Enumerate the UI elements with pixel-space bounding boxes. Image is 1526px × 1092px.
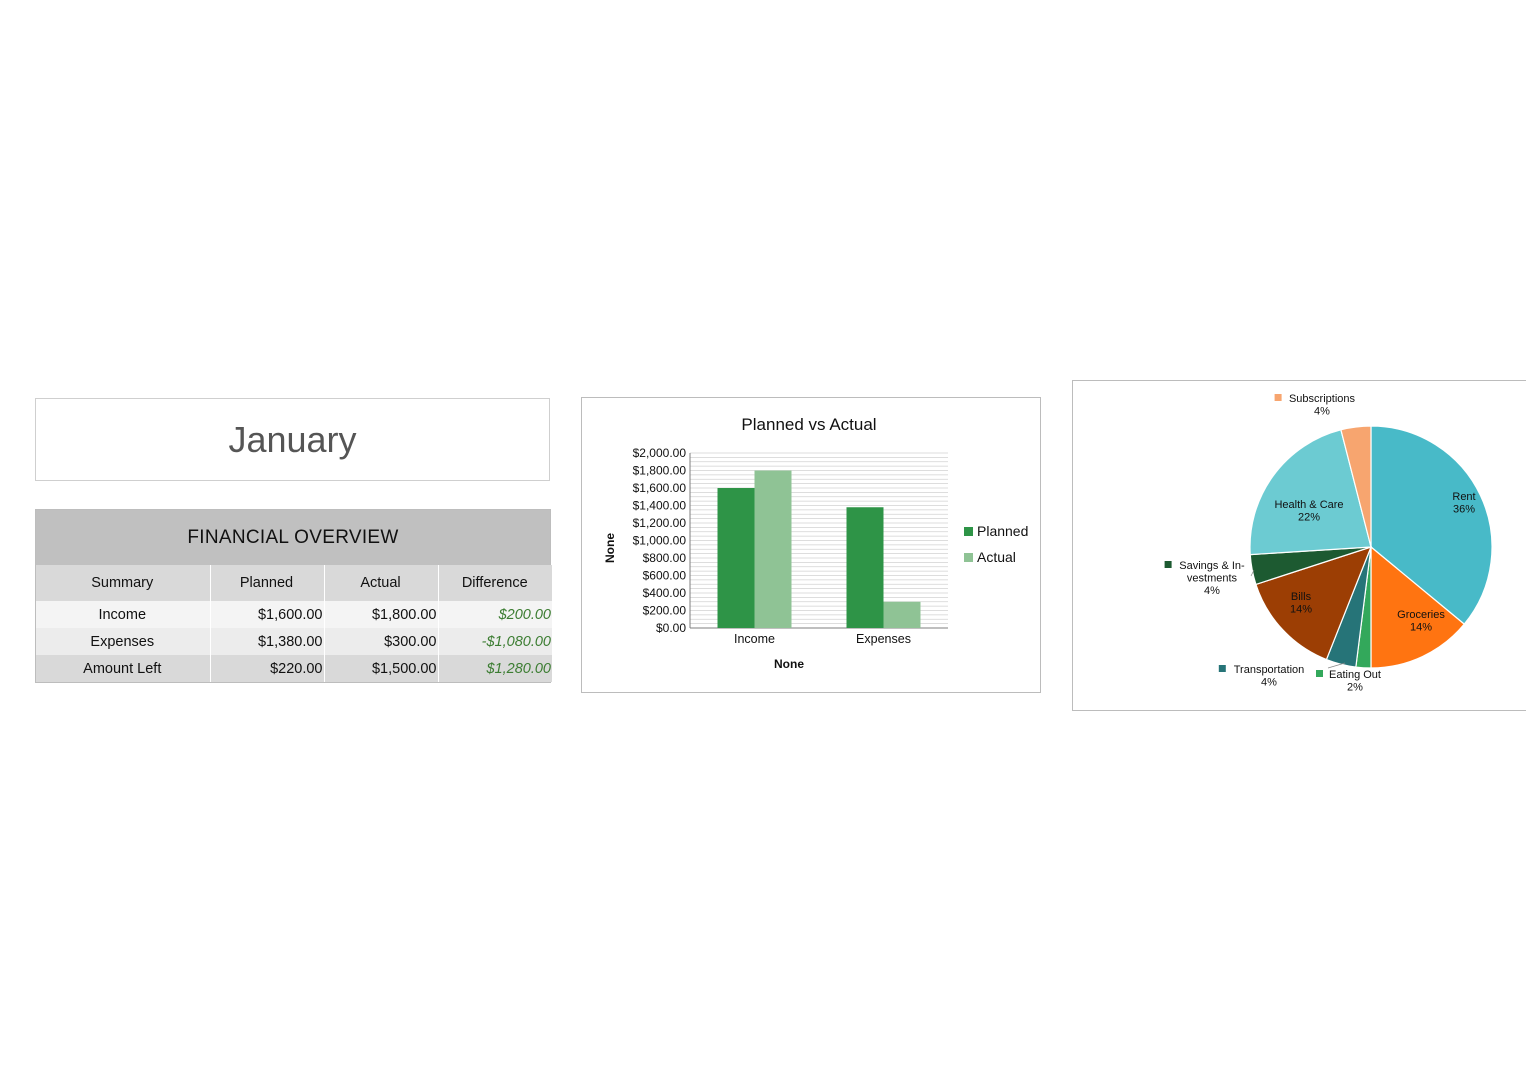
overview-grid: Summary Planned Actual Difference Income… <box>36 565 552 682</box>
pie-label-percent: 4% <box>1261 677 1277 689</box>
pie-label-percent: 2% <box>1347 682 1363 694</box>
y-tick-label: $600.00 <box>643 569 687 583</box>
table-row-amount-left: Amount Left $220.00 $1,500.00 $1,280.00 <box>36 655 552 682</box>
actual-value: $1,800.00 <box>324 601 439 628</box>
planned-value: $1,380.00 <box>210 628 325 655</box>
pie-label-text: Savings & In- <box>1179 560 1245 572</box>
pie-label-swatch <box>1316 670 1323 677</box>
y-axis-label: None <box>603 533 617 563</box>
overview-header-row: Summary Planned Actual Difference <box>36 565 552 601</box>
legend-swatch-actual <box>964 553 973 562</box>
x-tick-label: Expenses <box>856 632 911 646</box>
expense-pie-chart: Rent 36% Groceries 14% Eating Out 2% Transport… <box>1072 380 1526 711</box>
legend-label-actual: Actual <box>977 549 1016 565</box>
x-axis-label: None <box>774 657 804 671</box>
difference-value: $200.00 <box>438 601 552 628</box>
pie-label-text: Subscriptions <box>1289 393 1356 405</box>
pie-marker-health-care <box>1328 481 1335 488</box>
y-tick-label: $400.00 <box>643 586 687 600</box>
pie-label-swatch <box>1164 561 1172 568</box>
header-summary: Summary <box>36 565 211 601</box>
row-label: Amount Left <box>36 655 211 682</box>
row-label: Expenses <box>36 628 211 655</box>
leader-line-savings <box>1250 569 1255 577</box>
bar-planned-expenses <box>846 507 884 628</box>
y-tick-label: $200.00 <box>643 604 687 618</box>
header-actual: Actual <box>324 565 439 601</box>
actual-value: $1,500.00 <box>324 655 439 682</box>
pie-label-text: Bills <box>1291 591 1312 603</box>
pie-label-percent: 4% <box>1314 406 1330 418</box>
pie-slice-subscriptions <box>1340 425 1372 548</box>
pie-label-percent: 14% <box>1410 622 1432 634</box>
y-tick-label: $800.00 <box>643 551 687 565</box>
y-tick-label: $1,000.00 <box>633 534 687 548</box>
difference-value: -$1,080.00 <box>438 628 552 655</box>
header-difference: Difference <box>438 565 552 601</box>
pie-slice-health-care <box>1249 429 1372 556</box>
y-tick-label: $1,200.00 <box>633 516 687 530</box>
pie-label-percent: 14% <box>1290 604 1312 616</box>
financial-overview-title: FINANCIAL OVERVIEW <box>36 510 550 565</box>
y-tick-label: $2,000.00 <box>633 446 687 460</box>
financial-overview-table: FINANCIAL OVERVIEW Summary Planned Actua… <box>35 509 552 683</box>
difference-value: $1,280.00 <box>438 655 552 682</box>
pie-label-text: Health & Care <box>1274 499 1343 511</box>
bar-actual-income <box>754 470 792 628</box>
bar-actual-expenses <box>883 601 921 628</box>
pie-label-text: Transportation <box>1234 664 1305 676</box>
pie-label-percent: 36% <box>1453 504 1475 516</box>
pie-label-text: Rent <box>1452 491 1475 503</box>
planned-value: $1,600.00 <box>210 601 325 628</box>
planned-value: $220.00 <box>210 655 325 682</box>
bar-planned-income <box>717 488 755 628</box>
pie-label-percent: 4% <box>1204 585 1220 597</box>
table-row-expenses: Expenses $1,380.00 $300.00 -$1,080.00 <box>36 628 552 655</box>
x-tick-label: Income <box>734 632 775 646</box>
y-tick-label: $1,400.00 <box>633 499 687 513</box>
actual-value: $300.00 <box>324 628 439 655</box>
pie-slice-groceries <box>1370 545 1466 669</box>
pie-label-swatch <box>1274 394 1282 401</box>
pie-label-text: Groceries <box>1397 609 1445 621</box>
leader-line-transportation <box>1327 662 1346 669</box>
header-planned: Planned <box>210 565 325 601</box>
planned-vs-actual-chart: Planned vs Actual $0.00 $200.00 $400.00 $600… <box>581 397 1041 693</box>
pie-label-swatch <box>1218 665 1226 672</box>
row-label: Income <box>36 601 211 628</box>
pie-slice-rent <box>1370 425 1493 625</box>
bar-chart-svg: Planned vs Actual $0.00 $200.00 $400.00 $600… <box>603 415 1028 671</box>
legend-swatch-planned <box>964 527 973 536</box>
pie-label-text: Eating Out <box>1329 669 1381 681</box>
pie-label-percent: 22% <box>1298 512 1320 524</box>
legend-label-planned: Planned <box>977 523 1028 539</box>
table-row-income: Income $1,600.00 $1,800.00 $200.00 <box>36 601 552 628</box>
y-tick-label: $1,600.00 <box>633 481 687 495</box>
pie-label-text: vestments <box>1187 573 1238 585</box>
month-title: January <box>35 398 550 481</box>
y-tick-label: $0.00 <box>656 621 686 635</box>
chart-title: Planned vs Actual <box>741 415 876 434</box>
y-tick-label: $1,800.00 <box>633 464 687 478</box>
